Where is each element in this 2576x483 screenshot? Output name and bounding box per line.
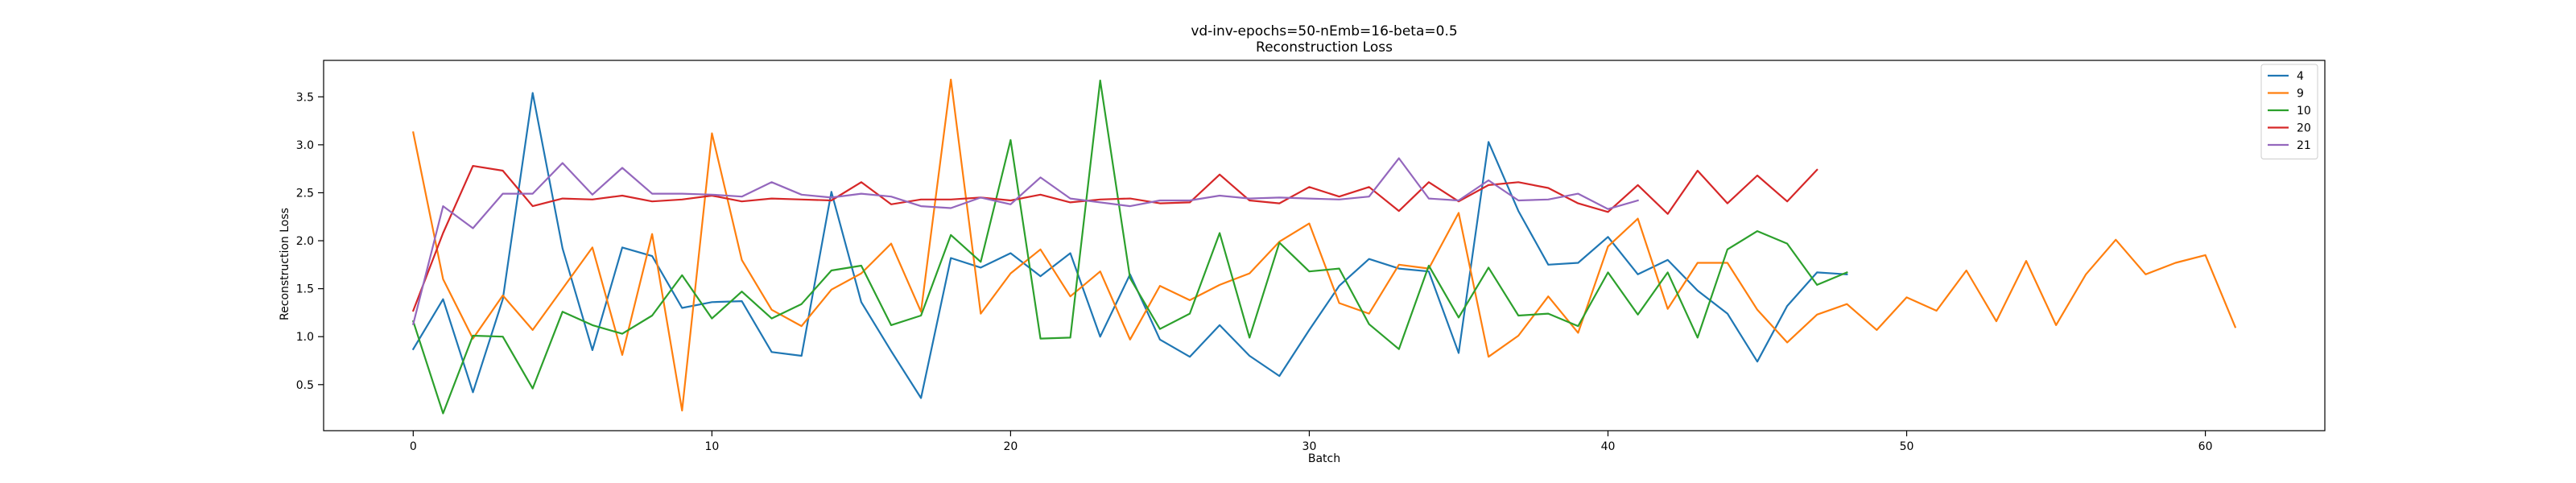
legend-label: 21 xyxy=(2297,139,2311,152)
series-line-9 xyxy=(412,78,2237,412)
legend: 4 9 10 20 21 xyxy=(2260,64,2318,159)
x-tick-label: 10 xyxy=(704,440,719,453)
x-axis-label: Batch xyxy=(1308,452,1340,465)
plot-frame xyxy=(323,60,2326,431)
legend-label: 20 xyxy=(2297,122,2311,135)
x-tick-label: 0 xyxy=(410,440,417,453)
y-tick-label: 0.5 xyxy=(296,379,314,392)
y-tick-label: 1.0 xyxy=(296,331,314,344)
legend-label: 9 xyxy=(2297,88,2304,101)
x-tick-label: 50 xyxy=(1900,440,1914,453)
series-line-10 xyxy=(411,79,1848,415)
chart-title: vd-inv-epochs=50-nEmb=16-beta=0.5 xyxy=(1191,23,1457,39)
chart-subtitle: Reconstruction Loss xyxy=(1256,39,1393,56)
x-tick-label: 40 xyxy=(1601,440,1616,453)
legend-label: 10 xyxy=(2297,105,2311,118)
axes: 0 10 20 30 40 50 60 0.5 1.0 1.5 2.0 2.5 3.0 3.5 xyxy=(296,60,2326,453)
x-tick-label: 30 xyxy=(1302,440,1317,453)
series-line-20 xyxy=(411,165,1818,312)
y-tick-label: 3.5 xyxy=(296,91,314,104)
plot-area xyxy=(411,78,2237,415)
y-tick-label: 2.0 xyxy=(296,235,314,248)
y-tick-label: 2.5 xyxy=(296,187,314,200)
x-tick-label: 60 xyxy=(2198,440,2213,453)
y-tick-label: 1.5 xyxy=(296,283,314,296)
x-tick-label: 20 xyxy=(1003,440,1018,453)
series-line-21 xyxy=(411,157,1639,326)
y-axis-label: Reconstruction Loss xyxy=(279,208,291,320)
legend-label: 4 xyxy=(2297,70,2304,83)
legend-box xyxy=(2260,64,2318,159)
y-tick-label: 3.0 xyxy=(296,139,314,152)
